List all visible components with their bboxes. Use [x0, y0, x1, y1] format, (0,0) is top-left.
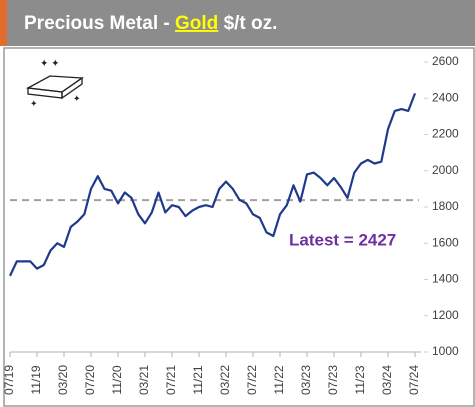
- x-tick-label: 11/23: [353, 365, 367, 394]
- x-tick-label: 07/24: [407, 365, 421, 395]
- y-tick-label: 2200: [432, 127, 459, 141]
- frame: [3, 47, 475, 407]
- x-tick-label: 03/23: [299, 365, 313, 395]
- y-tick-label: 1800: [432, 199, 459, 213]
- x-tick-label: 03/24: [380, 365, 394, 395]
- x-tick-label: 11/21: [191, 365, 205, 394]
- y-tick-label: 2600: [432, 54, 459, 68]
- price-line: [9, 93, 417, 277]
- y-tick-label: 1400: [432, 272, 459, 286]
- title-highlight: Gold: [175, 13, 218, 34]
- x-tick-label: 07/19: [2, 365, 16, 395]
- title-part: $/t oz.: [224, 13, 278, 34]
- x-tick-label: 07/20: [83, 365, 97, 395]
- chart-title: Precious Metal - Gold $/t oz.: [24, 13, 277, 34]
- header-bar: [0, 0, 475, 46]
- y-tick-label: 2000: [432, 163, 459, 177]
- header-accent: [0, 0, 7, 46]
- x-tick-label: 07/23: [326, 365, 340, 395]
- annotation: Latest = 2427: [289, 230, 396, 249]
- title-part: Precious Metal -: [24, 13, 170, 34]
- y-tick-label: 1600: [432, 235, 459, 249]
- x-tick-label: 11/19: [29, 365, 43, 394]
- x-tick-label: 11/22: [272, 365, 286, 394]
- x-tick-label: 03/20: [56, 365, 70, 395]
- x-tick-label: 07/22: [245, 365, 259, 395]
- svg-text:✦ ✦: ✦ ✦: [40, 59, 60, 70]
- x-tick-label: 03/21: [137, 365, 151, 395]
- svg-text:✦: ✦: [73, 93, 81, 103]
- svg-text:✦: ✦: [30, 98, 38, 108]
- x-tick-label: 07/21: [164, 365, 178, 395]
- x-tick-label: 11/20: [110, 365, 124, 394]
- y-tick-label: 1000: [432, 344, 459, 358]
- x-tick-label: 03/22: [218, 365, 232, 395]
- gold-bar-icon: ✦ ✦ ✦ ✦: [25, 59, 84, 108]
- y-tick-label: 2400: [432, 90, 459, 104]
- y-tick-label: 1200: [432, 308, 459, 322]
